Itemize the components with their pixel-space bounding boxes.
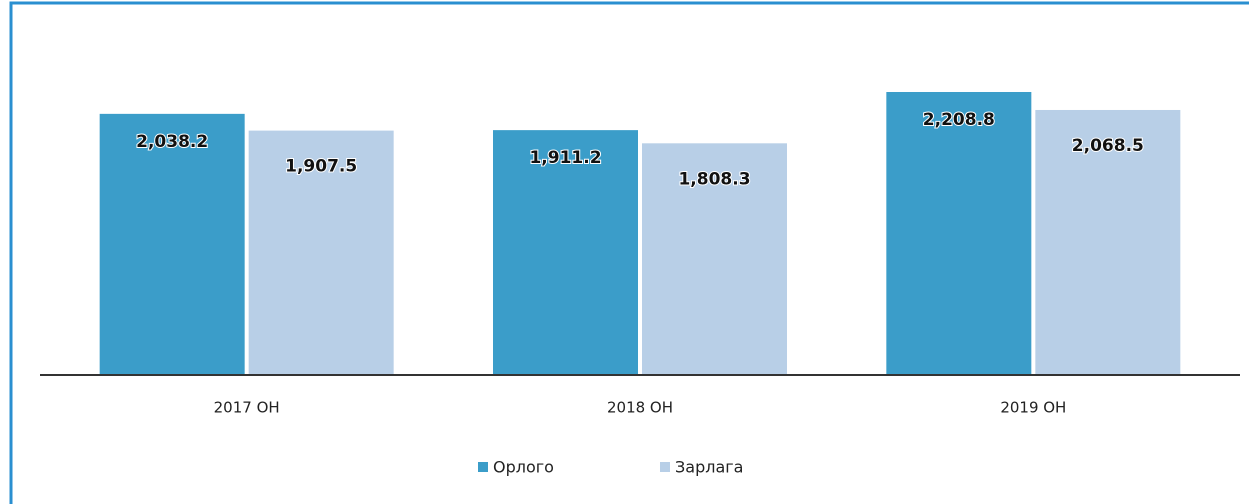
value-label: 1,911.2 [529,148,601,168]
value-label: 1,907.5 [285,157,357,177]
frame [9,1,1249,504]
value-label: 2,038.2 [136,132,208,152]
legend-swatch [660,462,670,472]
bar [493,130,638,375]
value-label: 2,068.5 [1072,136,1144,156]
x-tick-label: 2019 ОН [1000,399,1066,417]
legend-label: Зарлага [675,458,743,477]
legend-label: Орлого [493,458,554,477]
x-tick-label: 2018 ОН [607,399,673,417]
bar [642,143,787,375]
legend-swatch [478,462,488,472]
bar [1035,109,1181,376]
value-label: 1,808.3 [678,169,750,189]
bar [99,113,245,375]
bar [248,130,394,375]
bar [886,92,1032,375]
x-tick-label: 2017 ОН [214,399,280,417]
value-label: 2,208.8 [923,110,995,130]
